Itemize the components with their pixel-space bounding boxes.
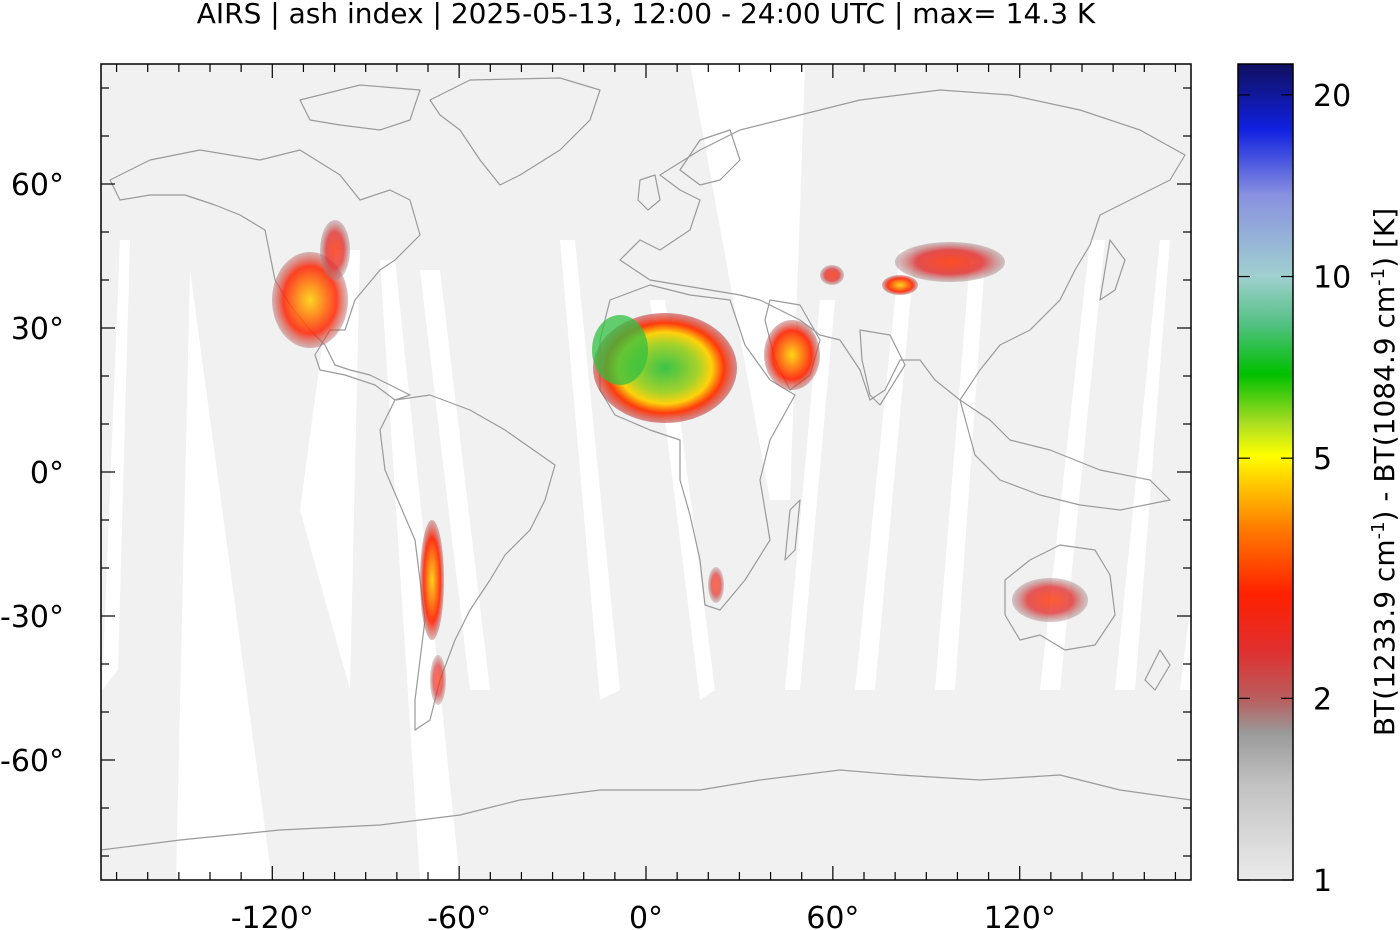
y-tick-label: 30° <box>11 312 64 347</box>
colorbar-tick-label: 20 <box>1313 79 1351 114</box>
greenland-coast <box>429 77 601 186</box>
madagascar-coast <box>784 499 801 561</box>
ash-region-sahara-core <box>592 315 648 385</box>
japan-coast <box>1099 239 1126 301</box>
x-axis: -120° -60° 0° 60° 120° <box>115 64 1177 930</box>
colorbar <box>1237 63 1294 881</box>
y-tick-label: 0° <box>30 456 64 491</box>
colorbar-tick-label: 2 <box>1313 682 1332 717</box>
british-isles-coast <box>637 174 661 211</box>
arctic-islands-coast <box>299 84 421 131</box>
map-background <box>101 64 1191 880</box>
ash-region-southern-africa <box>708 567 724 603</box>
y-axis: 60° 30° 0° -30° -60° <box>0 87 1191 857</box>
colorbar-label: BT(1233.9 cm-1) - BT(1084.9 cm-1) [K] <box>1368 208 1400 736</box>
ash-region-patagonia <box>430 655 446 705</box>
ash-region-caspian <box>820 265 844 285</box>
scandinavia-coast <box>679 129 741 186</box>
y-tick-label: -60° <box>0 744 64 779</box>
ash-region-tarim <box>882 275 918 295</box>
colorbar-tick-label: 10 <box>1313 261 1351 296</box>
southeast-asia-coast <box>959 399 1171 511</box>
africa-coast <box>599 284 796 611</box>
antarctica-coast <box>101 769 1191 851</box>
colorbar-tick-label: 5 <box>1313 442 1332 477</box>
map-title: AIRS | ash index | 2025-05-13, 12:00 - 2… <box>197 0 1096 30</box>
x-tick-label: 60° <box>806 901 859 930</box>
ash-region-arabian-peninsula <box>764 320 820 390</box>
x-tick-label: 120° <box>984 901 1056 930</box>
ash-region-rockies <box>320 220 350 280</box>
x-tick-label: -60° <box>427 901 491 930</box>
new-zealand-coast <box>1144 649 1171 691</box>
y-tick-label: 60° <box>11 168 64 203</box>
australia-coast <box>1004 544 1116 651</box>
ash-region-central-asia <box>895 242 1005 282</box>
y-tick-label: -30° <box>0 600 64 635</box>
coastlines <box>101 77 1191 851</box>
map-area <box>101 64 1191 880</box>
x-tick-label: -120° <box>231 901 314 930</box>
ash-region-australia <box>1012 578 1088 622</box>
x-tick-label: 0° <box>629 901 663 930</box>
north-america-coast <box>109 149 421 401</box>
colorbar-ticks: 1 2 5 10 20 <box>1238 79 1351 899</box>
eurasia-coast <box>619 89 1186 401</box>
colorbar-tick-label: 1 <box>1313 864 1332 899</box>
ash-index-regions <box>272 220 1088 705</box>
ash-region-andes <box>420 520 444 640</box>
india-coast <box>859 329 906 406</box>
